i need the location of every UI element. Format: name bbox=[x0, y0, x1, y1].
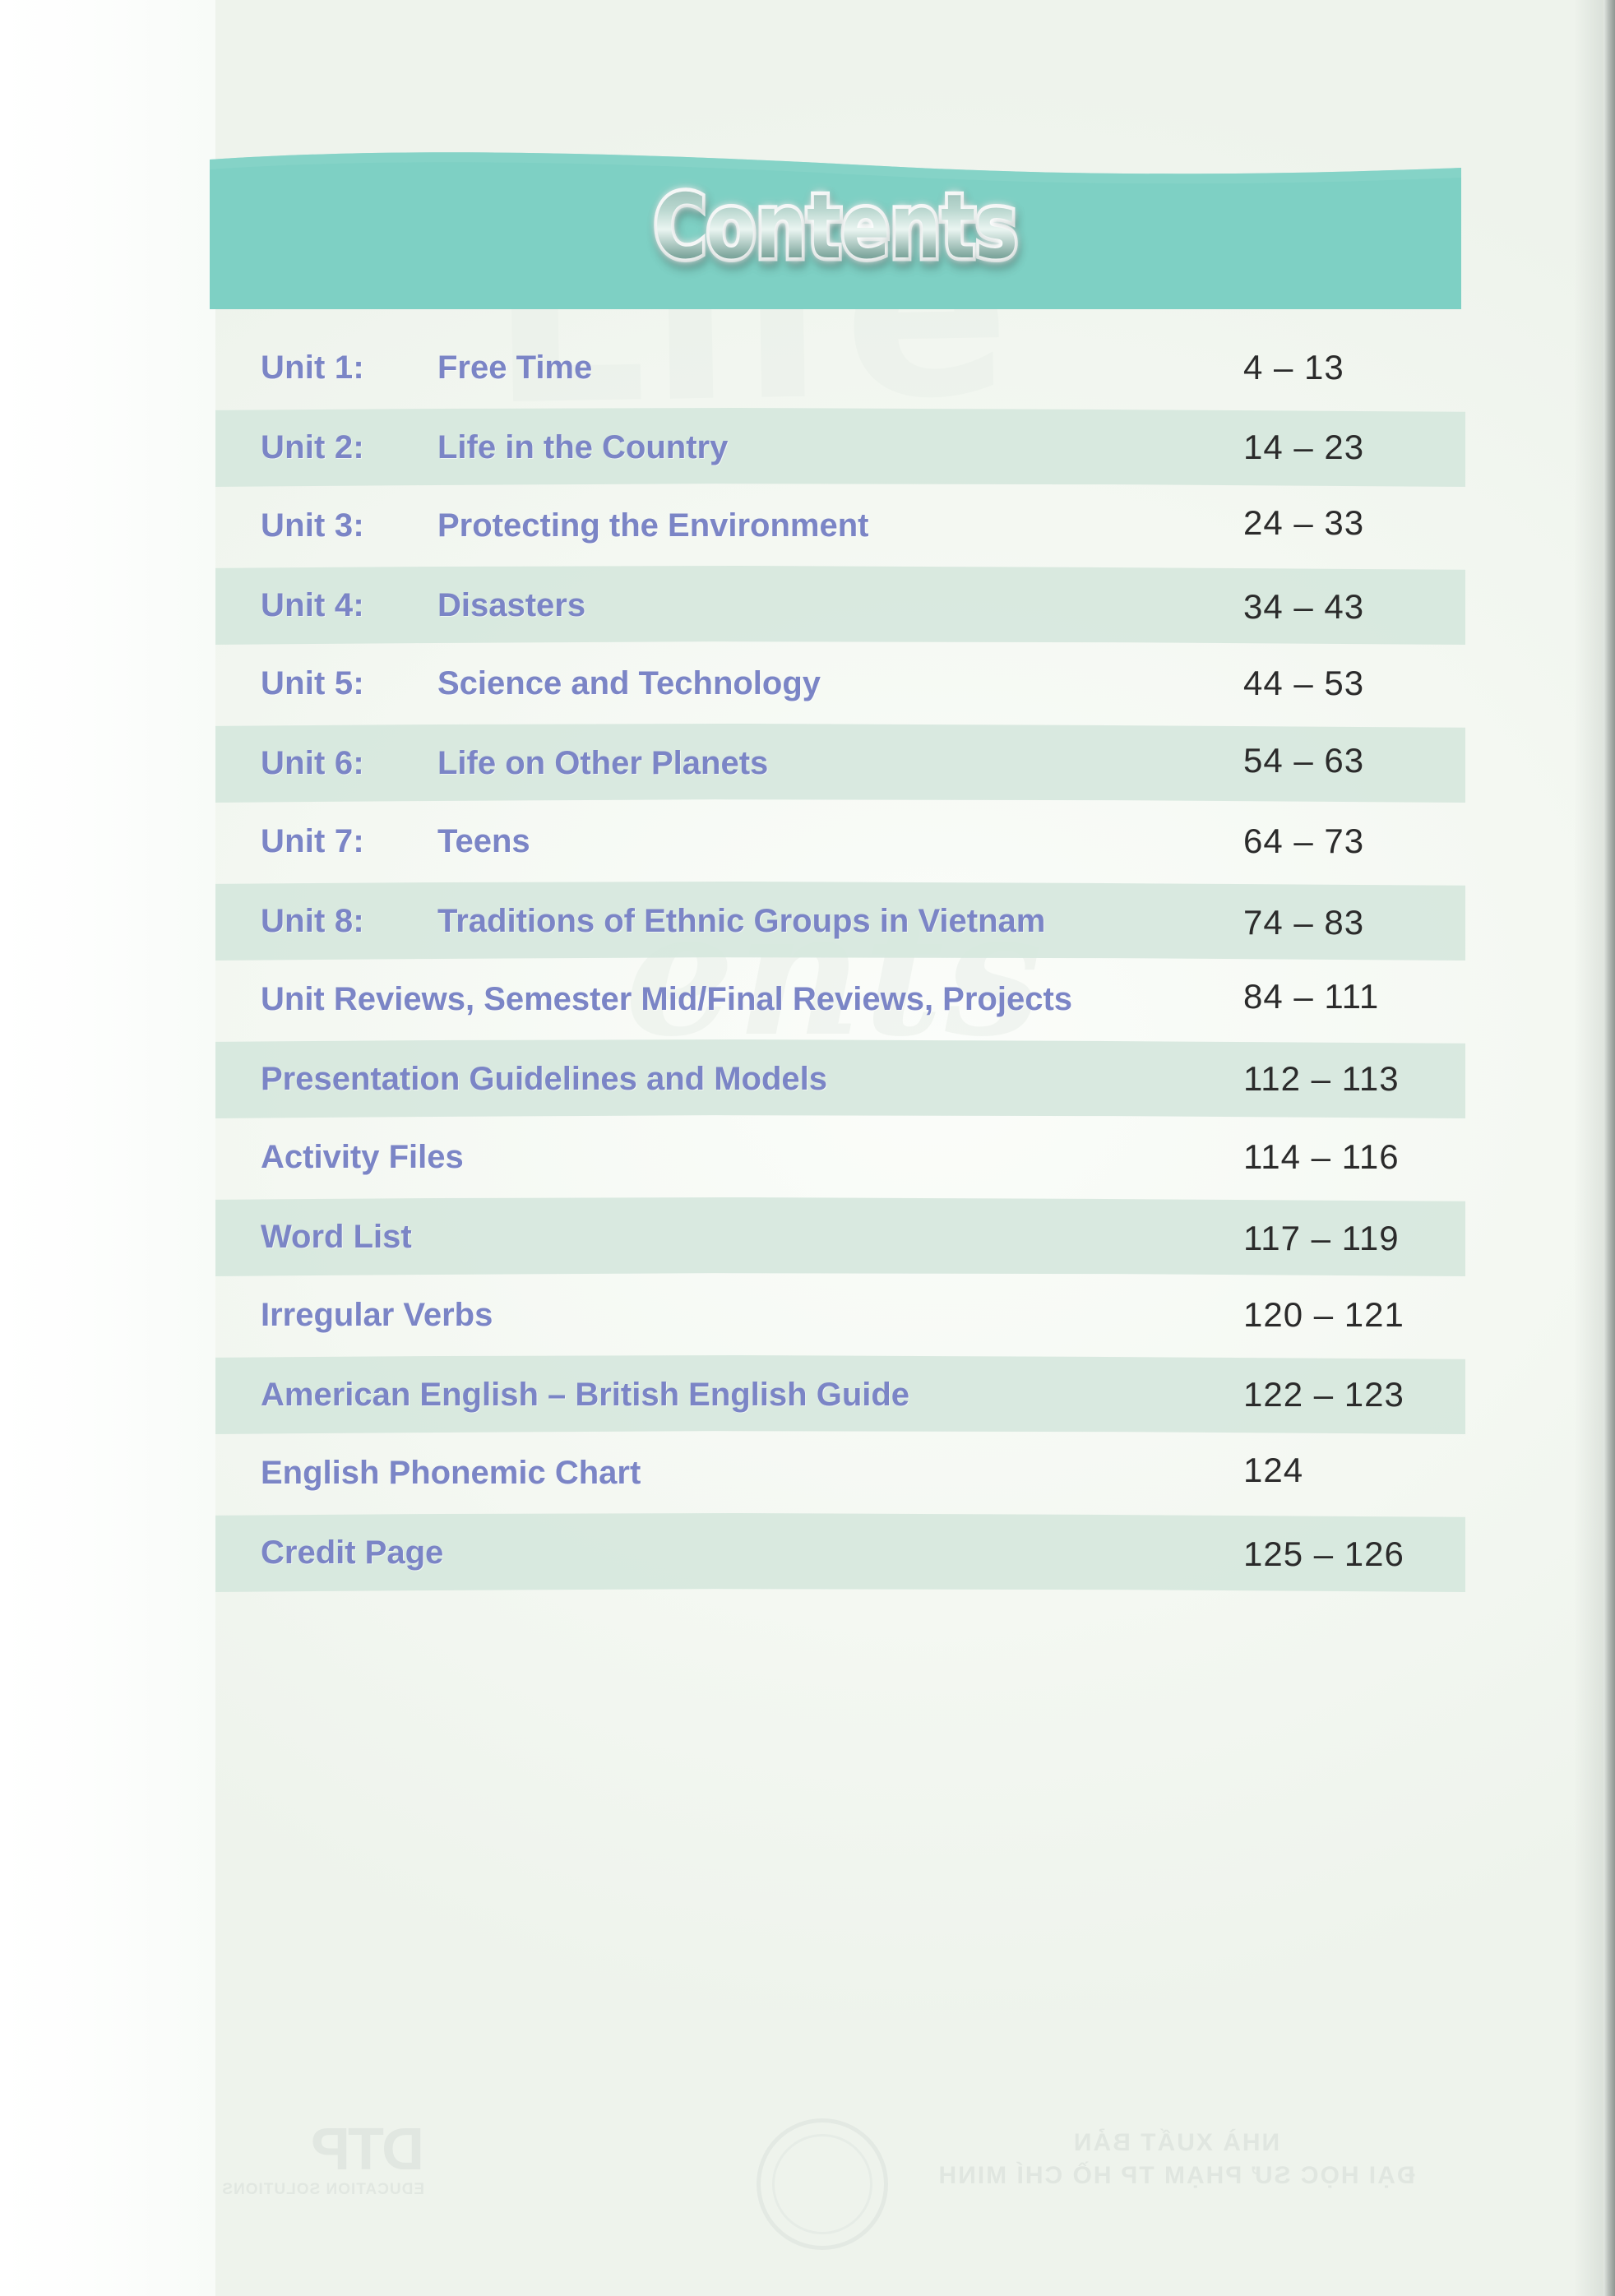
row-page-range: 125 – 126 bbox=[1243, 1535, 1404, 1573]
publisher-imprint-showthrough: NHÀ XUẤT BẢN ĐẠI HỌC SƯ PHẠM TP HỒ CHÍ M… bbox=[757, 2118, 1546, 2250]
row-page-range: 34 – 43 bbox=[1243, 587, 1365, 626]
row-unit-label: Unit 6: bbox=[261, 744, 364, 781]
row-title: Credit Page bbox=[261, 1534, 444, 1571]
row-title: Disasters bbox=[437, 586, 586, 623]
publisher-logo-showthrough: DTP EDUCATION SOLUTIONS bbox=[79, 2117, 424, 2199]
page-right-edge bbox=[1603, 0, 1615, 2296]
row-unit-label: Unit 3: bbox=[261, 507, 364, 544]
row-stripe bbox=[215, 408, 1465, 487]
row-title: Life in the Country bbox=[437, 428, 729, 465]
table-row[interactable]: Irregular Verbs 120 – 121 bbox=[215, 1276, 1465, 1355]
publisher-seal-icon bbox=[757, 2118, 888, 2250]
row-page-range: 64 – 73 bbox=[1243, 822, 1365, 860]
row-title: Life on Other Planets bbox=[437, 744, 769, 781]
contents-banner: Contents Contents bbox=[210, 145, 1461, 309]
row-page-range: 117 – 119 bbox=[1243, 1219, 1400, 1257]
row-page-range: 74 – 83 bbox=[1243, 903, 1365, 942]
row-title: Protecting the Environment bbox=[437, 507, 869, 544]
contents-list: Unit 1: Free Time 4 – 13 Unit 2: Life in… bbox=[215, 329, 1465, 1592]
banner-shape bbox=[210, 152, 1461, 309]
table-row[interactable]: Unit 2: Life in the Country 14 – 23 bbox=[215, 408, 1465, 487]
table-row[interactable]: Unit 6: Life on Other Planets 54 – 63 bbox=[215, 724, 1465, 803]
row-unit-label: Unit 4: bbox=[261, 586, 364, 623]
row-page-range: 54 – 63 bbox=[1243, 741, 1365, 780]
row-title: English Phonemic Chart bbox=[261, 1454, 641, 1491]
row-stripe bbox=[215, 1355, 1465, 1434]
row-title: Activity Files bbox=[261, 1138, 464, 1175]
row-page-range: 112 – 113 bbox=[1243, 1059, 1400, 1098]
row-title: Irregular Verbs bbox=[261, 1296, 493, 1333]
row-stripe bbox=[215, 566, 1465, 645]
table-row[interactable]: American English – British English Guide… bbox=[215, 1355, 1465, 1434]
row-unit-label: Unit 7: bbox=[261, 822, 364, 859]
row-page-range: 84 – 111 bbox=[1243, 977, 1380, 1016]
row-stripe bbox=[215, 724, 1465, 803]
row-title: Teens bbox=[437, 822, 530, 859]
page-title-outline: Contents bbox=[322, 173, 1349, 283]
table-row[interactable]: Word List 117 – 119 bbox=[215, 1197, 1465, 1276]
table-row[interactable]: Unit 1: Free Time 4 – 13 bbox=[215, 329, 1465, 408]
table-row[interactable]: Credit Page 125 – 126 bbox=[215, 1513, 1465, 1592]
row-title: Unit Reviews, Semester Mid/Final Reviews… bbox=[261, 980, 1073, 1017]
row-stripe bbox=[215, 1039, 1465, 1118]
dtp-logo-subtitle: EDUCATION SOLUTIONS bbox=[221, 2181, 424, 2198]
table-row[interactable]: Unit 8: Traditions of Ethnic Groups in V… bbox=[215, 882, 1465, 961]
row-title: Word List bbox=[261, 1218, 412, 1255]
row-unit-label: Unit 5: bbox=[261, 664, 364, 701]
page-edge-shadow bbox=[1574, 0, 1603, 2296]
row-unit-label: Unit 1: bbox=[261, 349, 364, 386]
table-row[interactable]: Unit 7: Teens 64 – 73 bbox=[215, 803, 1465, 882]
row-title: Presentation Guidelines and Models bbox=[261, 1060, 828, 1097]
row-stripe bbox=[215, 1513, 1465, 1592]
row-page-range: 114 – 116 bbox=[1243, 1137, 1400, 1176]
publisher-line-1: NHÀ XUẤT BẢN bbox=[1071, 2129, 1280, 2156]
row-unit-label: Unit 8: bbox=[261, 902, 364, 939]
table-row[interactable]: English Phonemic Chart 124 bbox=[215, 1434, 1465, 1513]
row-page-range: 24 – 33 bbox=[1243, 503, 1365, 542]
row-page-range: 44 – 53 bbox=[1243, 664, 1365, 702]
row-title: Free Time bbox=[437, 349, 593, 386]
table-row[interactable]: Activity Files 114 – 116 bbox=[215, 1118, 1465, 1197]
publisher-line-2: ĐẠI HỌC SƯ PHẠM TP HỒ CHÍ MINH bbox=[937, 2162, 1415, 2189]
table-row[interactable]: Unit 3: Protecting the Environment 24 – … bbox=[215, 487, 1465, 566]
row-stripe bbox=[215, 1197, 1465, 1276]
page-title: Contents bbox=[322, 176, 1349, 279]
page-left-margin bbox=[0, 0, 215, 2296]
row-title: American English – British English Guide bbox=[261, 1376, 910, 1413]
table-row[interactable]: Unit 5: Science and Technology 44 – 53 bbox=[215, 645, 1465, 724]
row-page-range: 124 bbox=[1243, 1451, 1304, 1489]
row-page-range: 122 – 123 bbox=[1243, 1375, 1404, 1414]
row-unit-label: Unit 2: bbox=[261, 428, 364, 465]
table-row[interactable]: Unit 4: Disasters 34 – 43 bbox=[215, 566, 1465, 645]
row-page-range: 14 – 23 bbox=[1243, 428, 1365, 466]
table-row[interactable]: Presentation Guidelines and Models 112 –… bbox=[215, 1039, 1465, 1118]
row-page-range: 4 – 13 bbox=[1243, 348, 1344, 387]
row-title: Traditions of Ethnic Groups in Vietnam bbox=[437, 902, 1046, 939]
table-row[interactable]: Unit Reviews, Semester Mid/Final Reviews… bbox=[215, 961, 1465, 1039]
dtp-logo-text: DTP bbox=[313, 2117, 424, 2183]
row-stripe bbox=[215, 882, 1465, 961]
row-title: Science and Technology bbox=[437, 664, 821, 701]
row-page-range: 120 – 121 bbox=[1243, 1295, 1404, 1334]
